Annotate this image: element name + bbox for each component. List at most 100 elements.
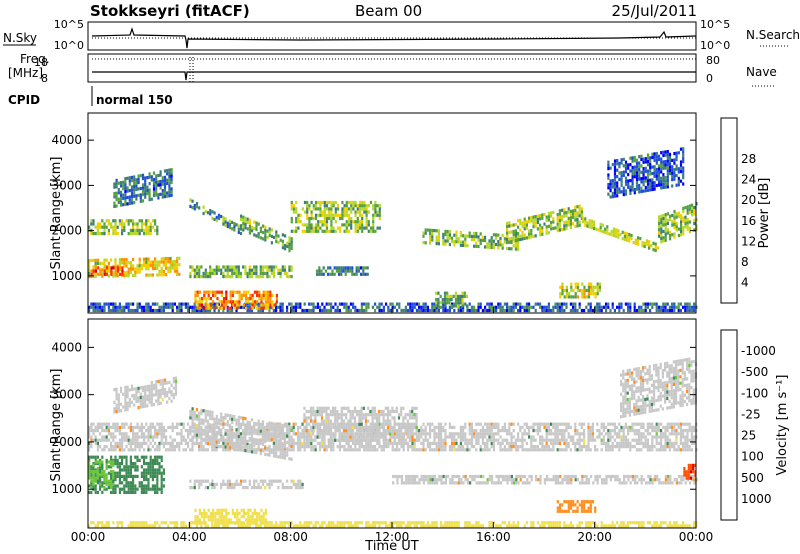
velocity-cell — [215, 430, 218, 435]
velocity-cell — [600, 448, 603, 452]
power-cell — [514, 234, 517, 238]
power-cell — [361, 216, 364, 221]
velocity-cell — [589, 448, 592, 452]
power-cell — [110, 308, 113, 313]
power-cell — [454, 304, 458, 308]
power-cell — [235, 268, 238, 272]
power-cell — [666, 150, 669, 154]
power-cell — [103, 272, 106, 276]
power-cell — [149, 308, 152, 313]
power-cell — [654, 245, 657, 249]
power-echo-band — [113, 168, 173, 208]
power-cell — [517, 308, 520, 313]
velocity-cell — [96, 438, 99, 442]
velocity-cell — [442, 425, 445, 429]
velocity-cell — [611, 435, 614, 439]
velocity-cell — [94, 490, 97, 494]
velocity-cell — [620, 445, 623, 449]
power-cell — [270, 241, 273, 245]
velocity-cell — [391, 448, 394, 452]
velocity-cell — [301, 429, 304, 433]
power-cell — [306, 207, 309, 211]
velocity-cell — [602, 441, 605, 445]
power-cell — [673, 225, 676, 230]
velocity-cell — [429, 432, 432, 436]
velocity-cell — [250, 440, 254, 444]
velocity-cell — [607, 438, 610, 442]
power-cell — [245, 290, 248, 294]
velocity-cell — [554, 425, 557, 429]
power-cell — [245, 297, 248, 301]
power-cell — [684, 308, 687, 313]
velocity-cell — [622, 425, 625, 429]
velocity-cell — [158, 448, 161, 452]
power-cell — [171, 305, 174, 309]
power-cell — [268, 308, 271, 313]
velocity-cell — [673, 445, 676, 449]
power-cell — [259, 308, 262, 313]
velocity-cell — [195, 436, 199, 440]
power-cell — [671, 168, 674, 172]
velocity-cell — [115, 403, 118, 407]
velocity-cell — [115, 406, 118, 410]
power-cell — [124, 189, 127, 194]
power-cell — [525, 236, 528, 240]
power-cell — [231, 300, 234, 304]
power-cell — [365, 226, 368, 230]
velocity-cell — [396, 445, 399, 449]
velocity-cell — [464, 422, 467, 426]
power-cell — [154, 260, 157, 264]
power-cell — [477, 238, 480, 242]
power-cell — [644, 302, 647, 306]
power-cell — [281, 268, 284, 272]
velocity-cell — [550, 422, 553, 426]
power-cell — [290, 246, 293, 250]
power-cell — [151, 302, 154, 306]
velocity-cell — [455, 448, 458, 452]
power-cell — [433, 302, 436, 306]
power-cell — [345, 305, 348, 309]
power-cell — [585, 288, 588, 293]
power-cell — [90, 302, 93, 306]
power-cell — [666, 185, 669, 189]
velocity-cell — [638, 438, 641, 442]
velocity-cell — [635, 441, 638, 445]
velocity-cell — [160, 441, 163, 445]
power-cell — [442, 242, 445, 246]
velocity-cell — [268, 421, 271, 425]
velocity-cell — [272, 451, 276, 455]
velocity-cell — [510, 432, 513, 436]
power-cell — [570, 288, 573, 293]
power-cell — [237, 227, 240, 231]
power-cell — [550, 211, 553, 215]
power-cell — [470, 305, 473, 309]
velocity-cell — [589, 425, 592, 429]
power-cell — [207, 297, 210, 301]
velocity-cell — [113, 410, 116, 414]
velocity-cell — [143, 425, 146, 429]
velocity-cell — [165, 448, 168, 452]
velocity-cell — [147, 445, 150, 449]
cpid-value: normal 150 — [96, 93, 173, 107]
power-cell — [439, 294, 442, 298]
velocity-cell — [312, 448, 315, 452]
power-cell — [596, 305, 599, 309]
velocity-cell — [246, 445, 249, 449]
power-cell — [609, 182, 612, 186]
power-cell — [317, 226, 320, 230]
power-cell — [107, 232, 110, 236]
velocity-cell — [323, 435, 326, 439]
power-cell — [532, 221, 535, 226]
power-cell — [660, 151, 663, 155]
velocity-cell — [259, 448, 262, 452]
velocity-cell — [148, 384, 151, 388]
power-cell — [99, 225, 102, 229]
velocity-cell — [117, 399, 120, 404]
power-cell — [317, 229, 320, 233]
power-cell — [288, 242, 291, 246]
power-cell — [644, 160, 647, 164]
power-cell — [268, 275, 271, 279]
velocity-cell — [209, 439, 212, 443]
velocity-cell — [174, 386, 178, 390]
velocity-cell — [239, 422, 242, 426]
